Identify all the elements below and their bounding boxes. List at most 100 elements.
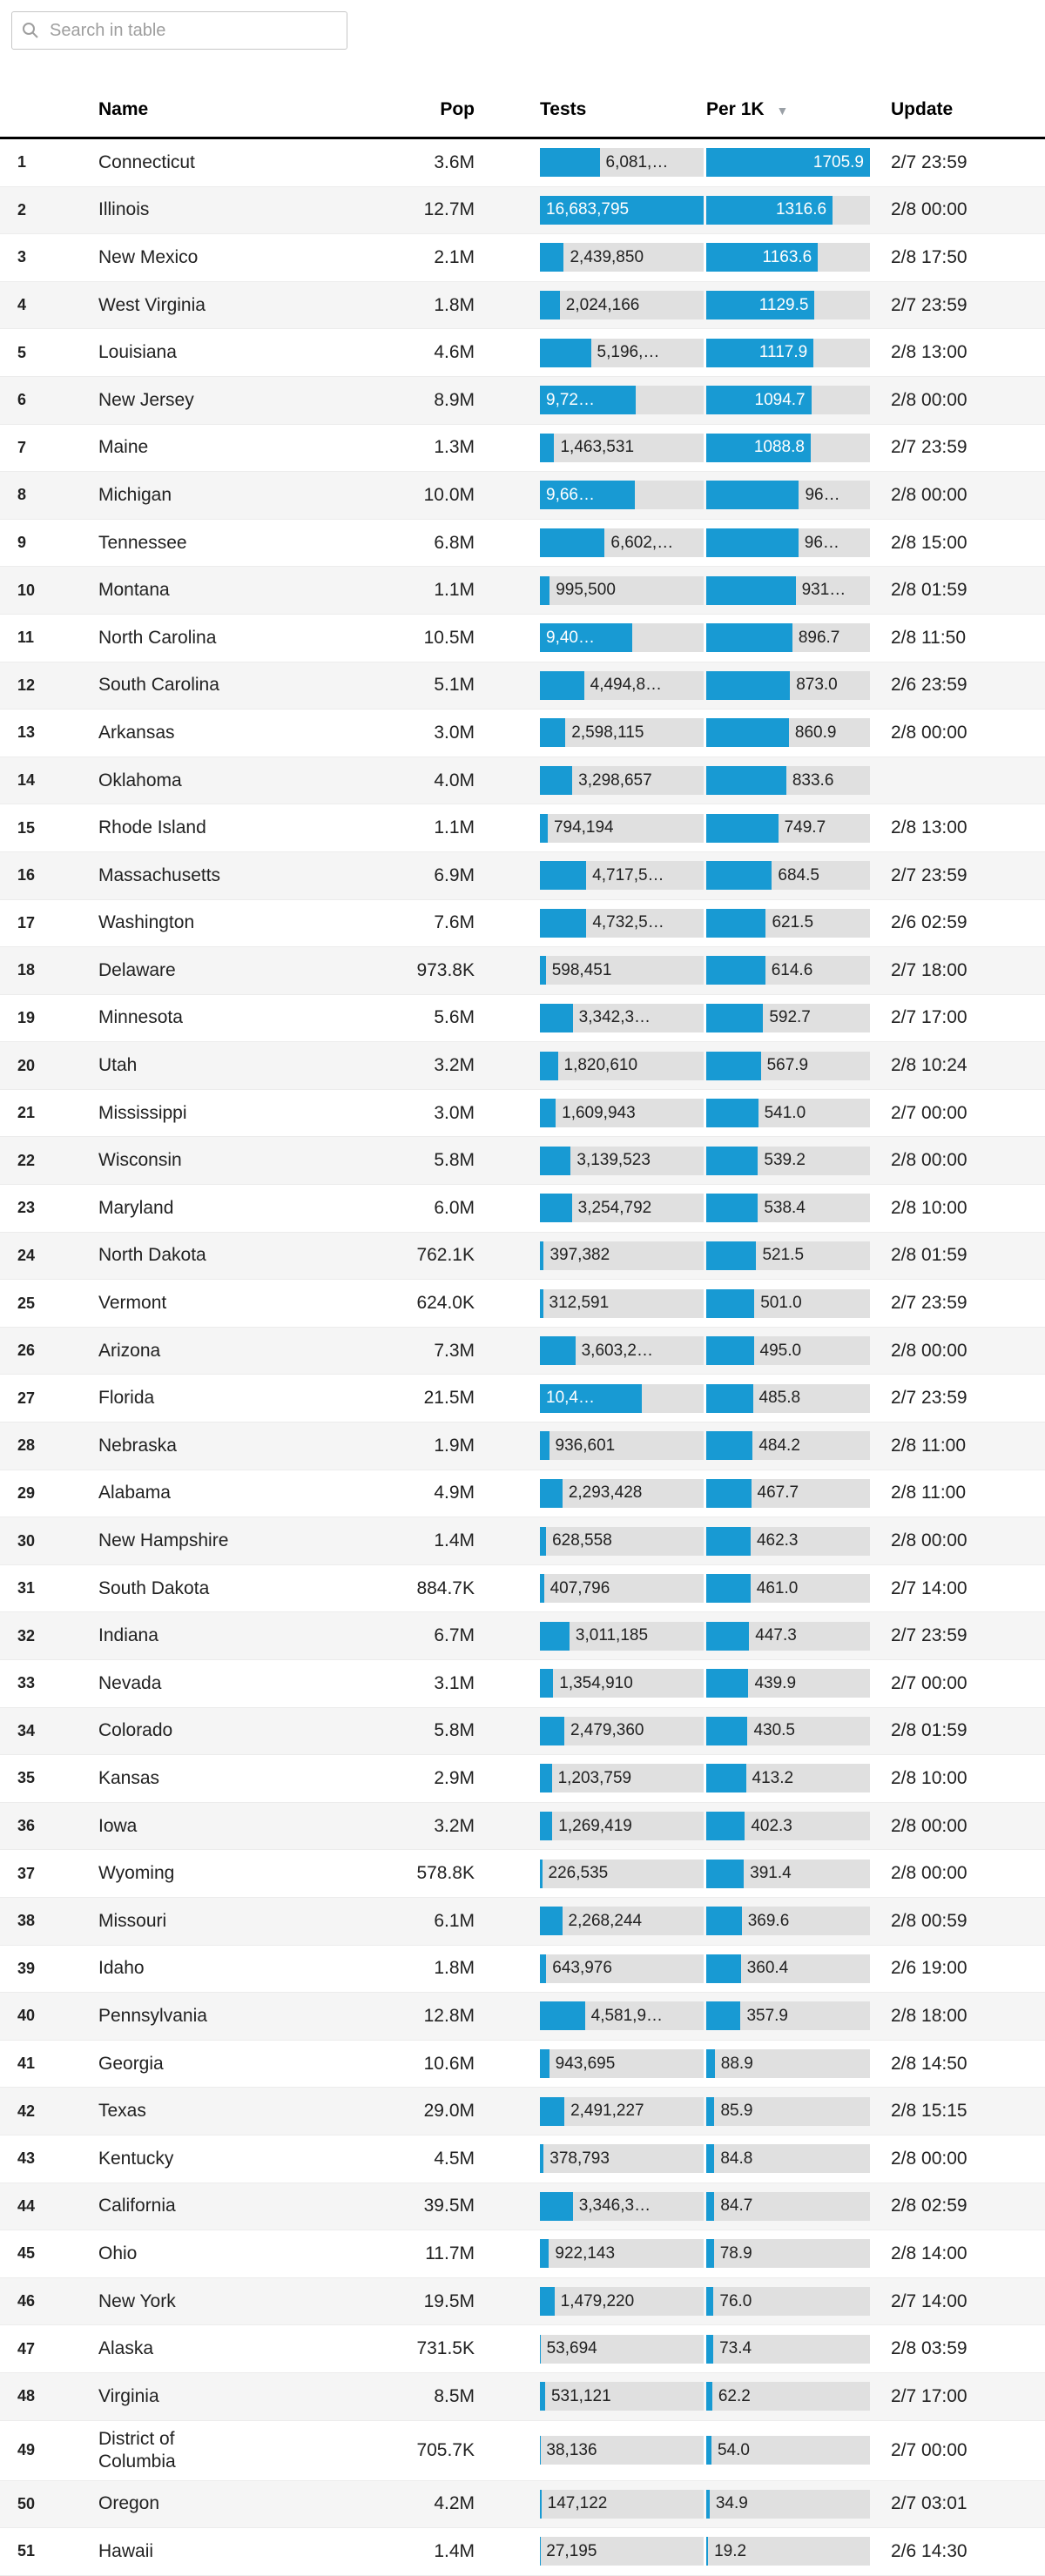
tests-bar-track: 1,609,943 (540, 1099, 704, 1127)
per1k-value: 621.5 (765, 909, 813, 938)
per1k-bar (706, 1099, 758, 1127)
tests-bar-cell: 1,354,910 (475, 1669, 704, 1698)
per1k-bar-track: 485.8 (706, 1384, 870, 1413)
per1k-value: 360.4 (741, 1954, 789, 1983)
pop-cell: 12.7M (272, 199, 475, 220)
per1k-bar-cell: 485.8 (704, 1384, 870, 1413)
tests-bar-cell: 4,494,8… (475, 671, 704, 700)
col-per1k[interactable]: Per 1K ▼ (704, 99, 870, 120)
tests-bar-cell: 9,66… (475, 481, 704, 509)
col-tests[interactable]: Tests (475, 99, 704, 120)
per1k-bar-cell: 73.4 (704, 2335, 870, 2364)
per1k-bar-track: 614.6 (706, 956, 870, 985)
tests-bar-cell: 2,439,850 (475, 243, 704, 272)
pop-cell: 10.6M (272, 2054, 475, 2075)
tests-bar (540, 1812, 552, 1840)
per1k-bar-track: 501.0 (706, 1289, 870, 1318)
tests-value: 9,40… (540, 623, 632, 652)
tests-bar-cell: 531,121 (475, 2382, 704, 2411)
name-cell: Iowa (87, 1808, 272, 1845)
tests-bar-cell: 1,463,531 (475, 434, 704, 462)
tests-value: 53,694 (541, 2335, 597, 2364)
per1k-bar (706, 623, 792, 652)
col-update[interactable]: Update (870, 99, 1045, 120)
name-cell: Pennsylvania (87, 1998, 272, 2035)
tests-value: 794,194 (548, 814, 614, 843)
name-cell: Massachusetts (87, 858, 272, 894)
per1k-bar-cell: 621.5 (704, 909, 870, 938)
per1k-value: 391.4 (744, 1860, 792, 1888)
per1k-bar-track: 1117.9 (706, 339, 870, 367)
rank-cell: 36 (0, 1817, 87, 1835)
tests-bar-track: 5,196,… (540, 339, 704, 367)
tests-bar (540, 576, 549, 605)
tests-bar-cell: 53,694 (475, 2335, 704, 2364)
tests-bar (540, 1527, 546, 1556)
tests-bar-track: 312,591 (540, 1289, 704, 1318)
tests-bar-track: 3,603,2… (540, 1336, 704, 1365)
tests-bar-track: 4,732,5… (540, 909, 704, 938)
name-cell: Kentucky (87, 2141, 272, 2177)
tests-bar-track: 3,298,657 (540, 766, 704, 795)
tests-bar-cell: 3,603,2… (475, 1336, 704, 1365)
tests-bar-cell: 2,024,166 (475, 291, 704, 319)
tests-value: 27,195 (540, 2537, 597, 2566)
per1k-bar-track: 1163.6 (706, 243, 870, 272)
rank-cell: 44 (0, 2197, 87, 2216)
per1k-bar-cell: 84.8 (704, 2144, 870, 2173)
tests-bar-cell: 6,602,… (475, 528, 704, 557)
per1k-bar-cell: 85.9 (704, 2097, 870, 2126)
per1k-bar-track: 73.4 (706, 2335, 870, 2364)
per1k-value: 1129.5 (706, 291, 814, 319)
per1k-bar (706, 2001, 740, 2030)
per1k-bar (706, 2382, 712, 2411)
pop-cell: 11.7M (272, 2243, 475, 2264)
update-cell: 2/8 14:00 (870, 2243, 1045, 2264)
rank-cell: 47 (0, 2340, 87, 2358)
rank-cell: 21 (0, 1104, 87, 1122)
name-cell: North Dakota (87, 1237, 272, 1274)
tests-bar-track: 2,479,360 (540, 1717, 704, 1745)
name-cell: Minnesota (87, 999, 272, 1036)
per1k-bar (706, 576, 796, 605)
per1k-bar-cell: 391.4 (704, 1860, 870, 1888)
pop-cell: 6.8M (272, 533, 475, 554)
search-input[interactable] (48, 20, 338, 42)
rank-cell: 10 (0, 582, 87, 600)
col-pop[interactable]: Pop (272, 99, 475, 120)
tests-value: 6,081,… (600, 148, 669, 177)
per1k-bar-track: 78.9 (706, 2239, 870, 2268)
tests-bar (540, 2001, 585, 2030)
search-box[interactable] (11, 11, 347, 50)
pop-cell: 10.0M (272, 485, 475, 506)
col-name[interactable]: Name (87, 91, 272, 128)
tests-value: 922,143 (549, 2239, 615, 2268)
per1k-value: 1705.9 (706, 148, 870, 177)
per1k-bar-track: 85.9 (706, 2097, 870, 2126)
rank-cell: 28 (0, 1436, 87, 1455)
name-cell: Mississippi (87, 1095, 272, 1132)
col-per1k-label: Per 1K (706, 99, 765, 119)
name-cell: Connecticut (87, 145, 272, 181)
tests-bar-cell: 38,136 (475, 2436, 704, 2465)
per1k-bar (706, 2192, 714, 2221)
name-cell: Florida (87, 1380, 272, 1416)
pop-cell: 884.7K (272, 1578, 475, 1599)
per1k-value: 521.5 (756, 1241, 804, 1270)
name-cell: South Dakota (87, 1570, 272, 1607)
tests-value: 3,603,2… (576, 1336, 653, 1365)
rank-cell: 4 (0, 296, 87, 314)
sort-desc-icon[interactable]: ▼ (777, 104, 789, 118)
per1k-bar-cell: 1163.6 (704, 243, 870, 272)
update-cell: 2/7 23:59 (870, 1388, 1045, 1409)
per1k-bar-cell: 539.2 (704, 1147, 870, 1175)
per1k-value: 447.3 (749, 1622, 797, 1651)
tests-bar (540, 1336, 576, 1365)
per1k-bar-cell: 684.5 (704, 861, 870, 890)
